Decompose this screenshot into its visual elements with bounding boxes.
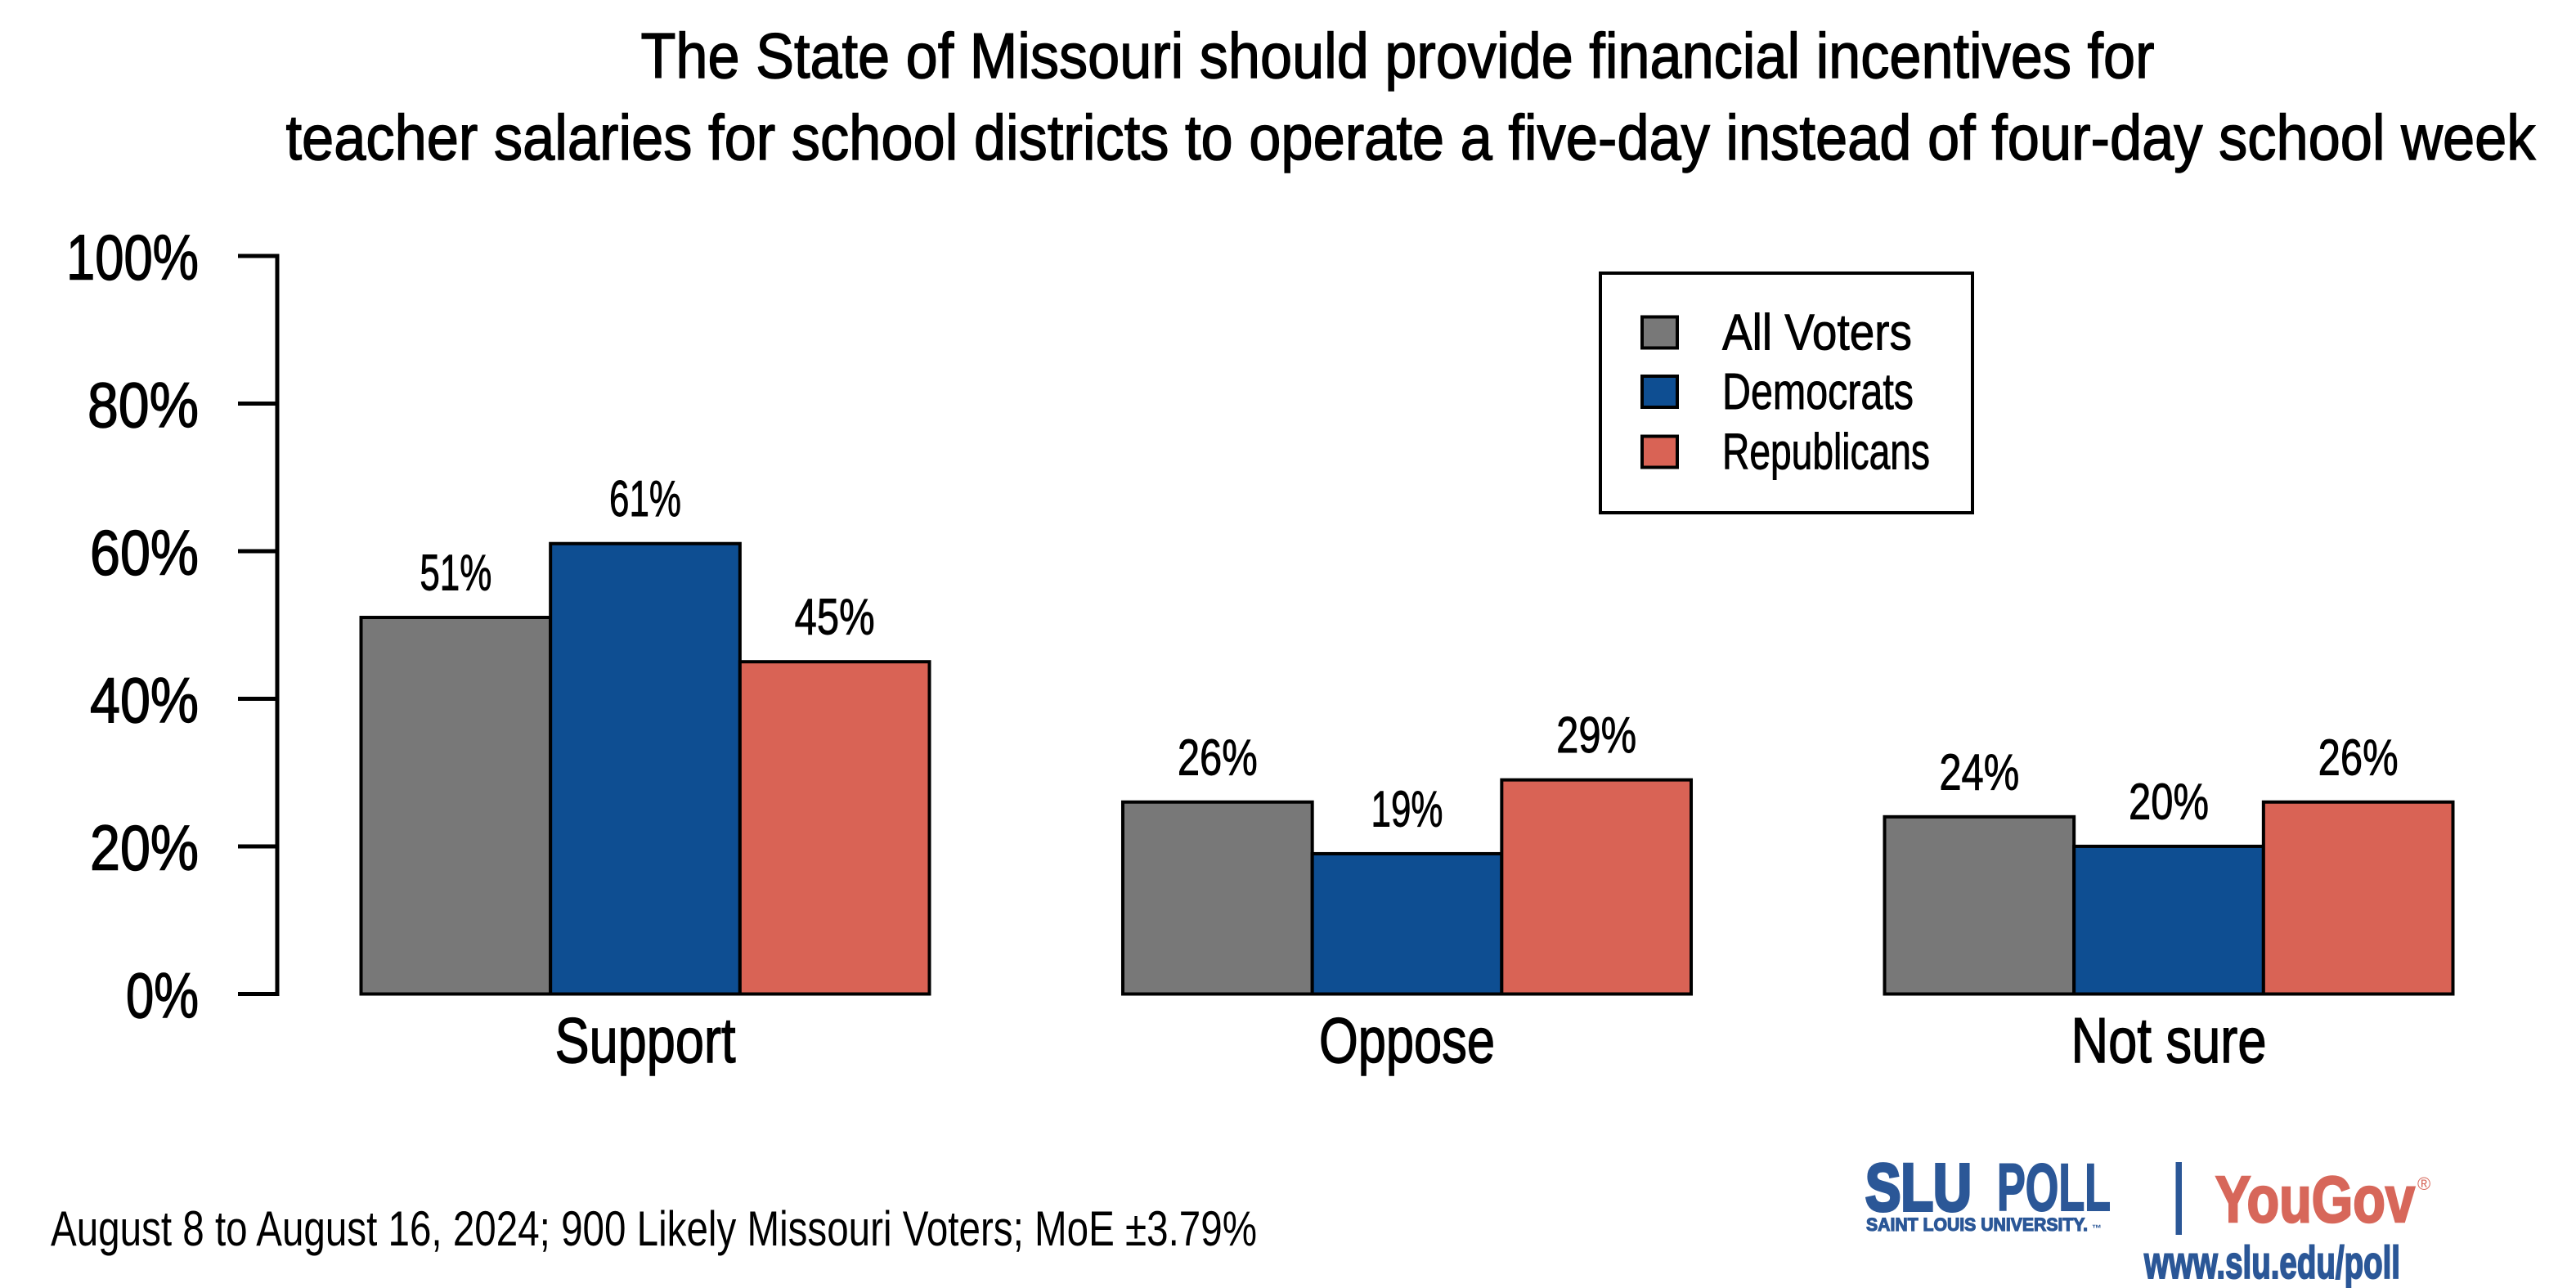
svg-text:19%: 19% (1371, 781, 1443, 837)
svg-text:Democrats: Democrats (1722, 364, 1914, 420)
svg-text:™: ™ (2092, 1223, 2102, 1234)
svg-text:24%: 24% (1939, 744, 2019, 801)
svg-text:Oppose: Oppose (1319, 1004, 1495, 1076)
svg-text:0%: 0% (126, 959, 199, 1031)
svg-text:August 8 to August 16, 2024; 9: August 8 to August 16, 2024; 900 Likely … (51, 1201, 1257, 1256)
svg-text:teacher salaries for school di: teacher salaries for school districts to… (286, 101, 2537, 173)
svg-text:Support: Support (555, 1004, 736, 1076)
svg-text:All Voters: All Voters (1722, 305, 1912, 361)
svg-text:YouGov: YouGov (2215, 1163, 2415, 1236)
svg-text:80%: 80% (88, 369, 199, 441)
svg-text:SLU: SLU (1865, 1151, 1972, 1225)
svg-text:60%: 60% (90, 517, 199, 589)
svg-text:100%: 100% (66, 222, 199, 294)
svg-text:20%: 20% (2129, 774, 2209, 830)
svg-text:45%: 45% (795, 590, 875, 646)
svg-text:26%: 26% (2318, 729, 2399, 786)
svg-text:29%: 29% (1556, 707, 1636, 764)
svg-text:Not sure: Not sure (2071, 1004, 2267, 1076)
svg-text:26%: 26% (1178, 729, 1258, 786)
svg-text:The State of Missouri should p: The State of Missouri should provide fin… (641, 20, 2155, 92)
svg-text:51%: 51% (420, 545, 491, 602)
svg-text:®: ® (2417, 1174, 2430, 1194)
svg-text:20%: 20% (90, 812, 199, 884)
svg-text:POLL: POLL (1997, 1151, 2111, 1225)
svg-text:40%: 40% (90, 664, 199, 736)
svg-text:61%: 61% (609, 471, 681, 527)
svg-text:Republicans: Republicans (1722, 424, 1930, 481)
svg-text:SAINT LOUIS UNIVERSITY.: SAINT LOUIS UNIVERSITY. (1866, 1214, 2088, 1235)
svg-text:www.slu.edu/poll: www.slu.edu/poll (2143, 1236, 2400, 1288)
